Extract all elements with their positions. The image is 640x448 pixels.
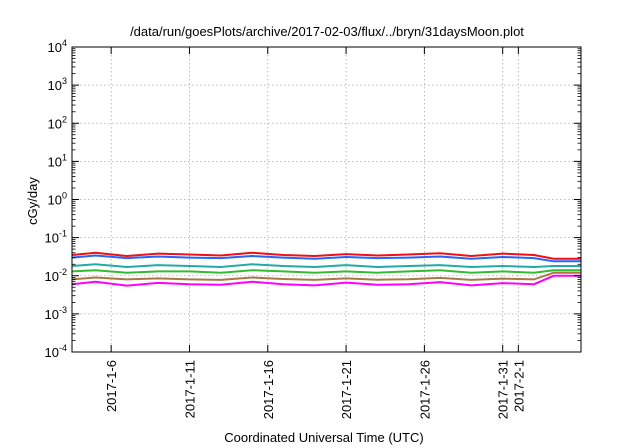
series-line-2: [71, 254, 581, 263]
plot-frame: [71, 46, 582, 353]
series-line-4: [71, 269, 581, 274]
x-tick-label: 2017-2-1: [511, 360, 526, 412]
series-line-3: [71, 263, 581, 269]
chart-title: /data/run/goesPlots/archive/2017-02-03/f…: [130, 24, 524, 39]
y-tick-label: 103: [48, 76, 67, 93]
y-tick-label: 10-4: [45, 343, 67, 360]
y-tick-label: 10-3: [45, 305, 67, 322]
x-tick-label: 2017-1-31: [496, 360, 511, 419]
x-tick-label: 2017-1-21: [339, 360, 354, 419]
series-line-5: [71, 271, 581, 281]
y-tick-label: 10-1: [45, 229, 67, 246]
y-tick-label: 101: [48, 152, 67, 169]
series-line-1: [71, 251, 581, 260]
y-tick-label: 100: [48, 191, 67, 208]
x-tick-label: 2017-1-26: [417, 360, 432, 419]
series-line-6: [71, 274, 581, 287]
y-tick-label: 102: [48, 114, 67, 131]
y-tick-label: 10-2: [45, 267, 67, 284]
series-layer: [71, 251, 581, 287]
y-tick-label: 104: [48, 38, 67, 55]
x-tick-label: 2017-1-6: [104, 360, 119, 412]
y-axis-label: cGy/day: [25, 177, 40, 225]
grid: [72, 47, 581, 352]
ticks: 10-4 10-3 10-2 10-1 100 101 102 103 104 2017-1-6 2…: [45, 38, 581, 419]
x-tick-label: 2017-1-11: [182, 360, 197, 418]
x-tick-label: 2017-1-16: [261, 360, 276, 419]
x-axis-label: Coordinated Universal Time (UTC): [224, 430, 423, 445]
